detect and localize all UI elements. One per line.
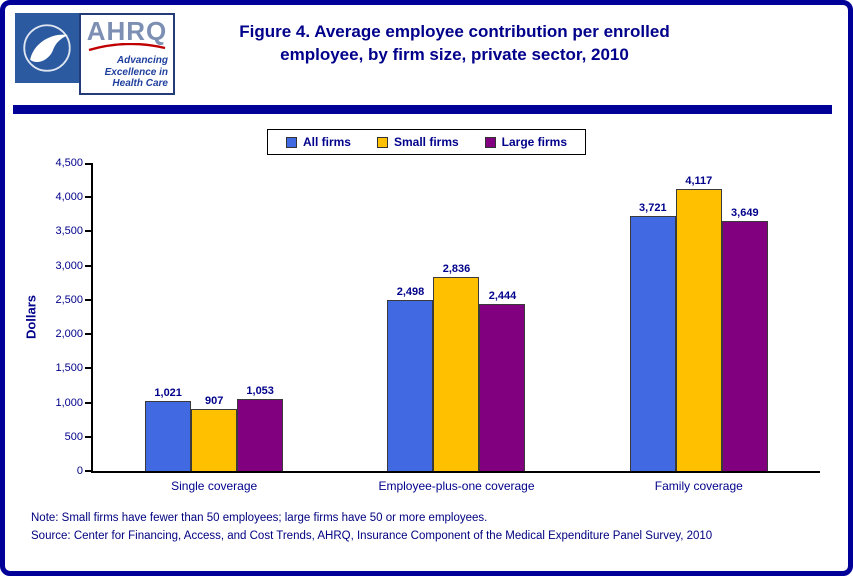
legend-item: Large firms — [484, 135, 568, 149]
y-tick-mark — [85, 230, 91, 233]
bar-all-firms — [145, 401, 192, 471]
bar-value-label: 2,444 — [488, 290, 517, 302]
y-tick-mark — [85, 401, 91, 404]
y-tick-mark — [85, 333, 91, 336]
bar-wrap: 1,021 — [145, 387, 192, 471]
y-tick-label: 3,000 — [55, 259, 83, 272]
bar-small-firms — [433, 277, 480, 471]
y-axis: 0 500 1,000 1,500 2,000 2,500 3,000 3,500 4,000 4… — [45, 157, 91, 477]
y-tick-label: 2,500 — [55, 293, 83, 306]
bar-large-firms — [721, 221, 768, 471]
legend-label: Small firms — [393, 135, 459, 149]
bar-wrap: 3,721 — [629, 202, 676, 471]
legend-label: All firms — [302, 135, 351, 149]
y-tick-label: 0 — [76, 465, 83, 477]
legend-swatch — [484, 136, 496, 148]
bar-all-firms — [629, 216, 676, 471]
bar-all-firms — [387, 300, 434, 471]
category-label: Family coverage — [654, 479, 743, 493]
bar-wrap: 1,053 — [237, 385, 284, 471]
plot-column: 1,021 907 1,053 2,498 2,836 2,444 3,721 4,117 3,… — [85, 163, 820, 493]
bar-small-firms — [191, 409, 238, 471]
bar-wrap: 4,117 — [675, 175, 722, 471]
y-axis-title: Dollars — [23, 294, 39, 340]
bar-wrap: 2,836 — [433, 263, 480, 471]
y-axis-title-wrap: Dollars — [17, 163, 45, 471]
bar-wrap: 2,498 — [387, 286, 434, 471]
y-tick-label: 4,500 — [55, 157, 83, 169]
legend: All firms Small firms Large firms — [266, 129, 587, 155]
y-tick-label: 500 — [64, 430, 83, 443]
bar-value-label: 2,836 — [442, 263, 471, 275]
footnote: Note: Small firms have fewer than 50 emp… — [31, 512, 488, 524]
bar-value-label: 1,021 — [154, 387, 182, 399]
footer: Note: Small firms have fewer than 50 emp… — [31, 509, 848, 546]
category-label: Single coverage — [171, 479, 258, 493]
y-tick-label: 3,500 — [55, 225, 83, 238]
y-tick-label: 1,000 — [55, 396, 83, 409]
logo: AHRQ Advancing Excellence in Health Care — [15, 13, 175, 95]
y-tick-mark — [85, 196, 91, 199]
header-divider — [13, 105, 832, 114]
bar-value-label: 3,721 — [639, 202, 667, 214]
bar-group: 3,721 4,117 3,649 — [578, 163, 820, 471]
ahrq-tagline: Advancing Excellence in Health Care — [104, 55, 168, 89]
category-axis: Single coverage Employee-plus-one coverag… — [91, 479, 820, 493]
legend-item: Small firms — [376, 135, 459, 149]
bar-value-label: 1,053 — [246, 385, 274, 397]
header: AHRQ Advancing Excellence in Health Care… — [5, 5, 848, 105]
plot-area: 1,021 907 1,053 2,498 2,836 2,444 3,721 4,117 3,… — [85, 163, 820, 473]
source-note: Source: Center for Financing, Access, an… — [31, 530, 713, 543]
bar-group: 1,021 907 1,053 — [93, 163, 335, 471]
bar-value-label: 4,117 — [685, 175, 713, 187]
y-tick-label: 2,000 — [55, 328, 83, 341]
ahrq-swoosh-icon — [88, 43, 166, 52]
legend-item: All firms — [285, 135, 351, 149]
y-tick-mark — [85, 435, 91, 438]
y-tick-mark — [85, 367, 91, 370]
bar-large-firms — [237, 399, 284, 471]
hhs-eagle-icon — [23, 24, 71, 72]
bar-wrap: 2,444 — [479, 290, 526, 471]
figure-title: Figure 4. Average employee contribution … — [239, 22, 670, 64]
bar-large-firms — [479, 304, 526, 471]
bar-value-label: 907 — [204, 395, 224, 407]
y-tick-mark — [85, 298, 91, 301]
bar-wrap: 3,649 — [721, 207, 768, 471]
bar-value-label: 2,498 — [396, 286, 425, 298]
y-tick-mark — [85, 264, 91, 267]
legend-swatch — [285, 136, 297, 148]
bar-wrap: 907 — [191, 395, 238, 471]
y-tick-mark — [85, 470, 91, 472]
legend-label: Large firms — [501, 135, 568, 149]
chart: Dollars 0 500 1,000 1,500 2,000 2,500 3,000 3,5… — [17, 157, 820, 493]
hhs-logo — [15, 13, 79, 83]
y-tick-label: 1,500 — [55, 362, 83, 375]
category-label: Employee-plus-one coverage — [378, 479, 535, 493]
bar-value-label: 3,649 — [731, 207, 759, 219]
legend-swatch — [376, 136, 388, 148]
ahrq-wordmark: AHRQ — [86, 16, 168, 46]
ahrq-logo: AHRQ Advancing Excellence in Health Care — [79, 13, 175, 95]
y-tick-mark — [85, 163, 91, 165]
bar-group: 2,498 2,836 2,444 — [335, 163, 577, 471]
y-tick-label: 4,000 — [55, 191, 83, 204]
bar-small-firms — [675, 189, 722, 471]
